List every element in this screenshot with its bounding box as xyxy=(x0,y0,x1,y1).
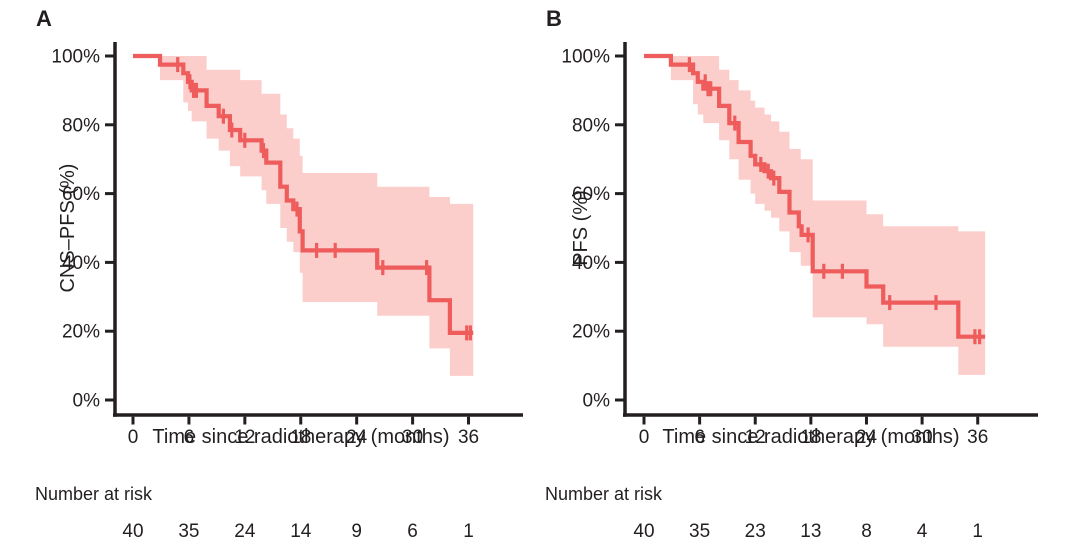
panel-b-x-tick-label: 6 xyxy=(694,427,705,448)
panel-b-x-tick-label: 24 xyxy=(856,427,878,448)
panel-b-label: B xyxy=(546,6,562,31)
panel-b-survival-curve xyxy=(644,53,986,339)
panel-a-risk-count: 6 xyxy=(407,521,418,542)
panel-a-x-tick-label: 30 xyxy=(402,427,423,448)
panel-a-x-axis-title: Time since radiotherapy (months) xyxy=(152,426,450,448)
panel-a-y-tick-label: 60% xyxy=(62,184,100,205)
panel-b-risk-count: 4 xyxy=(917,521,928,542)
panel-a-x-tick-label: 0 xyxy=(128,427,139,448)
panel-a-risk-count: 35 xyxy=(178,521,199,542)
panel-b-y-tick-label: 80% xyxy=(572,115,610,136)
panel-a-y-tick-label: 100% xyxy=(51,47,100,68)
panel-b-x-tick-label: 18 xyxy=(800,427,821,448)
panel-b-x-tick-label: 36 xyxy=(967,427,988,448)
panel-a-x-tick-label: 24 xyxy=(346,427,368,448)
panel-b-y-tick-label: 60% xyxy=(572,184,610,205)
panel-a-x-tick-label: 12 xyxy=(234,427,255,448)
panel-b-risk-count: 13 xyxy=(800,521,821,542)
panel-a-x-tick-label: 18 xyxy=(290,427,311,448)
panel-b-risk-count: 8 xyxy=(861,521,872,542)
panel-a-x-tick-label: 6 xyxy=(184,427,195,448)
panel-b-confidence-band xyxy=(670,56,986,375)
panel-a-risk-count: 1 xyxy=(463,521,474,542)
panel-a-y-tick-label: 80% xyxy=(62,115,100,136)
panel-a-x-tick-label: 36 xyxy=(458,427,479,448)
panel-b-y-tick-label: 0% xyxy=(583,391,611,412)
panel-a-risk-count: 24 xyxy=(234,521,256,542)
panel-a-label: A xyxy=(36,6,52,31)
panel-b-number-at-risk-label: Number at risk xyxy=(545,484,663,504)
panel-a-risk-count: 14 xyxy=(290,521,312,542)
panel-b-risk-count: 23 xyxy=(745,521,766,542)
panel-b-y-tick-label: 20% xyxy=(572,322,610,343)
panel-a-y-tick-label: 20% xyxy=(62,322,100,343)
panel-a-y-axis-title: CNS–PFS (%) xyxy=(57,163,79,293)
panel-a-y-tick-label: 0% xyxy=(73,391,101,412)
panel-a-risk-count: 40 xyxy=(122,521,143,542)
panel-b-y-tick-label: 40% xyxy=(572,253,610,274)
panel-b-risk-count: 1 xyxy=(972,521,983,542)
panel-b-risk-count: 40 xyxy=(633,521,654,542)
panel-a-number-at-risk-label: Number at risk xyxy=(35,484,153,504)
panel-b-x-tick-label: 0 xyxy=(639,427,650,448)
panel-b-risk-count: 35 xyxy=(689,521,710,542)
panel-b-y-tick-label: 100% xyxy=(561,47,610,68)
panel-b-x-tick-label: 30 xyxy=(912,427,933,448)
panel-b-x-axis-title: Time since radiotherapy (months) xyxy=(662,426,960,448)
panel-b-x-tick-label: 12 xyxy=(745,427,766,448)
panel-a-y-tick-label: 40% xyxy=(62,253,100,274)
panel-b-y-axis-title: PFS (%) xyxy=(570,190,592,266)
panel-a-risk-count: 9 xyxy=(351,521,362,542)
